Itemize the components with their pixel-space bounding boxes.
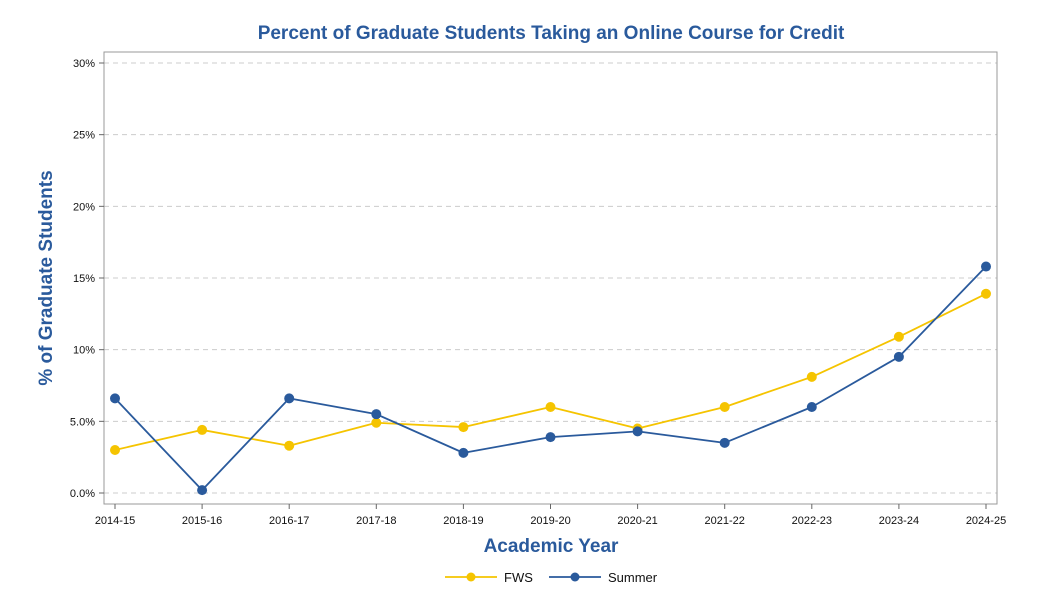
data-point-fws	[284, 440, 295, 451]
y-tick-label: 15%	[73, 273, 95, 285]
data-point-summer	[632, 426, 643, 437]
legend: FWS Summer	[445, 570, 658, 585]
data-point-fws	[197, 424, 208, 435]
data-point-fws	[371, 417, 382, 428]
y-tick-label: 10%	[73, 345, 95, 357]
x-tick-label: 2020-21	[617, 515, 657, 527]
series-line-fws	[114, 292, 987, 451]
y-tick-label: 30%	[73, 58, 95, 70]
data-point-fws	[545, 402, 556, 412]
series-line-summer	[114, 265, 987, 492]
x-axis-title: Academic Year	[484, 536, 619, 557]
data-point-summer	[806, 402, 817, 412]
data-point-summer	[284, 393, 295, 404]
x-tick-label: 2017-18	[356, 515, 396, 527]
x-axis-ticks: 2014-15 2015-16 2016-17 2017-18 2018-19 2019-…	[95, 504, 1006, 527]
x-tick-label: 2021-22	[705, 515, 745, 527]
data-point-summer	[458, 447, 469, 458]
x-tick-label: 2019-20	[530, 515, 570, 527]
data-point-fws	[981, 288, 991, 299]
legend-marker-fws	[466, 572, 476, 582]
legend-item-summer: Summer	[549, 570, 658, 585]
data-point-summer	[545, 432, 556, 443]
y-tick-label: 0.0%	[70, 488, 95, 500]
data-point-fws	[806, 371, 817, 382]
gridlines	[104, 62, 997, 494]
y-tick-label: 5.0%	[70, 416, 95, 428]
data-point-summer	[371, 409, 382, 420]
x-tick-label: 2024-25	[966, 515, 1006, 527]
x-tick-label: 2023-24	[879, 515, 919, 527]
x-tick-label: 2018-19	[443, 515, 483, 527]
y-axis-ticks: 0.0% 5.0% 10% 15% 20% 25% 30%	[70, 58, 104, 500]
data-point-summer	[981, 261, 991, 272]
y-tick-label: 20%	[73, 201, 95, 213]
x-tick-label: 2022-23	[792, 515, 832, 527]
legend-marker-summer	[570, 572, 580, 582]
data-point-fws	[893, 331, 904, 342]
data-point-fws	[719, 402, 730, 412]
series-summer	[110, 261, 991, 496]
y-axis-title: % of Graduate Students	[36, 170, 57, 385]
legend-label-fws: FWS	[504, 570, 533, 585]
series-fws	[110, 288, 991, 455]
data-point-summer	[719, 437, 730, 448]
chart-title: Percent of Graduate Students Taking an O…	[258, 23, 845, 44]
data-point-fws	[110, 445, 120, 455]
data-point-summer	[110, 393, 120, 404]
x-tick-label: 2014-15	[95, 515, 135, 527]
legend-label-summer: Summer	[608, 570, 658, 585]
legend-item-fws: FWS	[445, 570, 533, 585]
x-tick-label: 2015-16	[182, 515, 222, 527]
data-point-summer	[197, 485, 208, 496]
series-layer	[110, 261, 991, 496]
data-point-summer	[893, 351, 904, 362]
y-tick-label: 25%	[73, 130, 95, 142]
x-tick-label: 2016-17	[269, 515, 309, 527]
data-point-fws	[458, 422, 469, 433]
